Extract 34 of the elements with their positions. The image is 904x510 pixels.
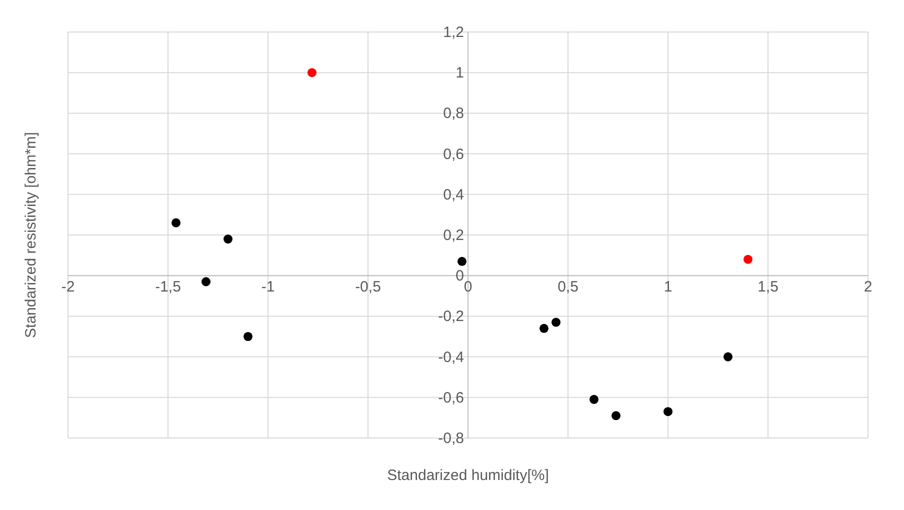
y-tick-label: -0,8 bbox=[438, 430, 464, 447]
x-tick-label: -1 bbox=[261, 278, 275, 296]
y-tick-label: -0,2 bbox=[438, 308, 464, 326]
x-tick-label: -1,5 bbox=[155, 278, 181, 296]
y-tick-label: 0 bbox=[456, 268, 464, 285]
y-tick-label: 0,6 bbox=[443, 146, 464, 163]
point bbox=[551, 318, 561, 327]
y-tick-label: 1 bbox=[456, 64, 464, 82]
y-tick-label: 1,2 bbox=[443, 24, 464, 41]
y-tick-label: 0,4 bbox=[443, 186, 464, 204]
point bbox=[223, 234, 233, 244]
x-tick-label: 1,5 bbox=[758, 278, 778, 296]
point bbox=[307, 68, 317, 78]
point bbox=[171, 218, 181, 228]
y-tick-label: 0,8 bbox=[443, 105, 464, 122]
point bbox=[663, 407, 673, 416]
x-axis-title: Standarized humidity[%] bbox=[387, 467, 549, 484]
point bbox=[457, 256, 467, 266]
point bbox=[589, 394, 599, 404]
y-tick-label: 0,2 bbox=[443, 227, 464, 244]
x-tick-label: 2 bbox=[864, 278, 872, 296]
x-tick-label: -2 bbox=[61, 278, 75, 296]
point bbox=[723, 352, 733, 362]
y-tick-label: -0,6 bbox=[438, 389, 464, 406]
x-tick-label: 0,5 bbox=[558, 278, 578, 296]
x-tick-label: -0,5 bbox=[355, 278, 381, 296]
point bbox=[743, 254, 753, 264]
x-tick-label: 1 bbox=[664, 278, 672, 296]
point bbox=[201, 277, 211, 286]
y-tick-label: -0,4 bbox=[438, 348, 464, 366]
point bbox=[611, 411, 621, 420]
y-axis-title: Standarized resistivity [ohm*m] bbox=[22, 132, 40, 338]
point bbox=[243, 332, 253, 342]
point bbox=[539, 324, 549, 333]
